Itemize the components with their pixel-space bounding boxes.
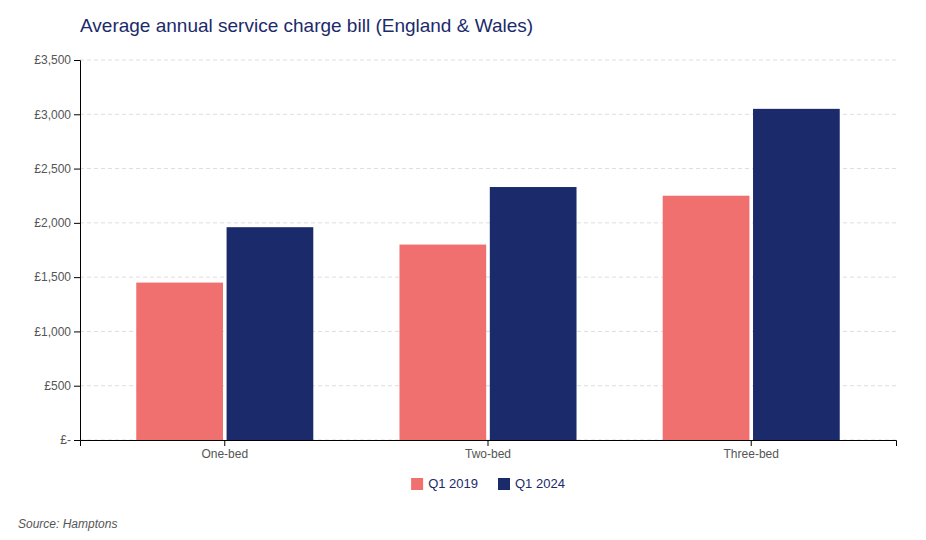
tick-label: £2,500 <box>34 162 71 176</box>
plot: £- £500 £1,000 £1,500 £2,000 £2,500 £3,000 £3,5… <box>34 53 896 460</box>
chart: £- £500 £1,000 £1,500 £2,000 £2,500 £3,000 £3,5… <box>0 0 926 540</box>
bar <box>136 283 223 440</box>
legend-label: Q1 2019 <box>428 476 478 491</box>
tick-mark <box>74 440 80 441</box>
x-axis: One-bed Two-bed Three-bed <box>81 440 897 461</box>
tick: £1,000 <box>34 325 80 339</box>
legend-label: Q1 2024 <box>515 476 565 491</box>
tick-mark <box>751 440 752 446</box>
tick-label: £- <box>60 433 71 447</box>
grid-line <box>80 60 896 61</box>
tick: £500 <box>44 379 80 393</box>
tick-label: £1,500 <box>34 270 71 284</box>
tick-mark <box>488 440 489 446</box>
tick: Three-bed <box>724 440 779 461</box>
tick: £3,000 <box>34 108 80 122</box>
tick-mark <box>224 440 225 446</box>
source: Source: Hamptons <box>18 517 117 531</box>
axis-line <box>74 61 81 441</box>
bar <box>399 245 486 440</box>
legend-item: Q1 2024 <box>498 476 565 491</box>
grid <box>80 60 896 440</box>
tick: £2,500 <box>34 162 80 176</box>
tick-mark <box>74 386 80 387</box>
bar <box>753 109 840 440</box>
tick-label: Two-bed <box>465 447 511 461</box>
y-axis: £- £500 £1,000 £1,500 £2,000 £2,500 £3,000 £3,5… <box>34 53 80 447</box>
title: Average annual service charge bill (Engl… <box>80 15 533 36</box>
bar <box>490 187 577 440</box>
tick: £2,000 <box>34 216 80 230</box>
legend: Q1 2019 Q1 2024 <box>411 476 565 491</box>
tick-label: £500 <box>44 379 71 393</box>
tick-label: One-bed <box>201 447 248 461</box>
bar <box>663 196 750 440</box>
axis-line <box>81 441 897 447</box>
tick-mark <box>74 277 80 278</box>
tick-mark <box>74 114 80 115</box>
tick-label: Three-bed <box>724 447 779 461</box>
series <box>136 196 749 440</box>
tick-label: £1,000 <box>34 325 71 339</box>
tick-label: £3,000 <box>34 108 71 122</box>
legend-item: Q1 2019 <box>411 476 478 491</box>
bar <box>227 227 314 440</box>
tick-mark <box>74 60 80 61</box>
tick: £- <box>60 433 80 447</box>
legend-swatch <box>498 478 510 490</box>
tick: £1,500 <box>34 270 80 284</box>
tick: £3,500 <box>34 53 80 67</box>
tick: One-bed <box>201 440 248 461</box>
tick: Two-bed <box>465 440 511 461</box>
tick-label: £3,500 <box>34 53 71 67</box>
tick-mark <box>74 169 80 170</box>
tick-mark <box>74 331 80 332</box>
legend-swatch <box>411 478 423 490</box>
bars <box>136 109 839 440</box>
tick-mark <box>74 223 80 224</box>
series <box>227 109 840 440</box>
tick-label: £2,000 <box>34 216 71 230</box>
